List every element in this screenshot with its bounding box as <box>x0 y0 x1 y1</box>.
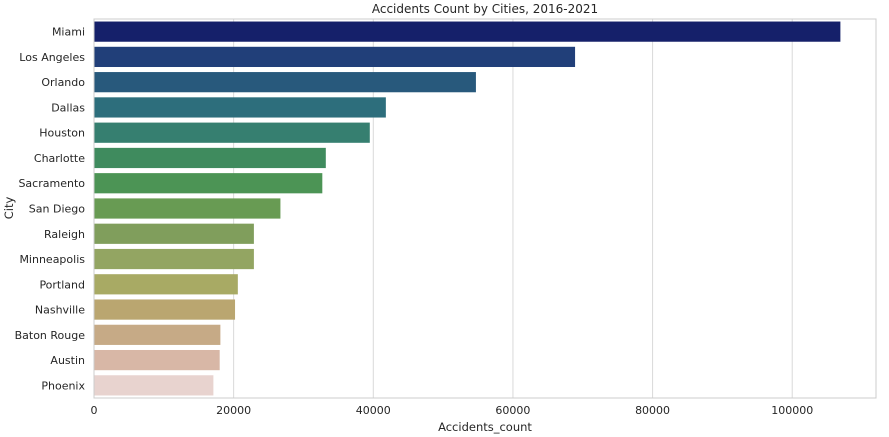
y-tick-label: Orlando <box>41 76 85 89</box>
y-tick-label: Sacramento <box>18 177 85 190</box>
bar-austin <box>94 349 220 371</box>
x-axis-title: Accidents_count <box>438 420 532 434</box>
x-tick-label: 60000 <box>495 404 530 417</box>
x-tick-label: 80000 <box>635 404 670 417</box>
bar-los-angeles <box>94 46 576 68</box>
y-tick-label: Los Angeles <box>19 51 85 64</box>
y-tick-label: San Diego <box>29 203 85 216</box>
y-tick-label: Raleigh <box>44 228 85 241</box>
bar-orlando <box>94 72 476 93</box>
x-tick-label: 20000 <box>216 404 251 417</box>
y-tick-label: Baton Rouge <box>15 329 86 342</box>
bar-phoenix <box>94 375 214 396</box>
y-tick-label: Charlotte <box>34 152 85 165</box>
x-tick-labels: 0 20000 40000 60000 80000 100000 <box>91 404 814 417</box>
x-tick-label: 0 <box>91 404 98 417</box>
y-tick-label: Austin <box>50 354 85 367</box>
y-tick-labels: Miami Los Angeles Orlando Dallas Houston Char… <box>15 26 86 393</box>
y-tick-label: Portland <box>39 278 85 291</box>
y-tick-label: Dallas <box>51 101 85 114</box>
y-axis-title: City <box>2 197 16 220</box>
bar-raleigh <box>94 223 254 244</box>
plot-frame <box>93 18 877 399</box>
bar-charlotte <box>94 147 326 169</box>
y-tick-label: Nashville <box>35 304 85 317</box>
bar-dallas <box>94 97 386 118</box>
bar-san-diego <box>94 198 281 219</box>
x-tick-label: 40000 <box>356 404 391 417</box>
bar-nashville <box>94 299 236 320</box>
y-tick-label: Phoenix <box>41 379 85 392</box>
y-tick-label: Minneapolis <box>19 253 85 266</box>
bar-miami <box>94 21 841 42</box>
bars <box>94 21 841 396</box>
y-tick-label: Miami <box>52 26 85 39</box>
bar-baton-rouge <box>94 324 221 345</box>
bar-minneapolis <box>94 248 254 270</box>
bar-houston <box>94 122 370 143</box>
y-tick-label: Houston <box>39 127 85 140</box>
bar-sacramento <box>94 173 323 194</box>
chart-title: Accidents Count by Cities, 2016-2021 <box>372 2 598 16</box>
x-tick-label: 100000 <box>771 404 813 417</box>
bar-portland <box>94 274 238 295</box>
